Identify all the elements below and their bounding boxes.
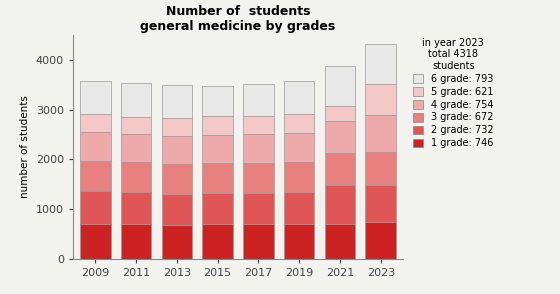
Bar [161, 85, 192, 118]
Y-axis label: number of students: number of students [20, 96, 30, 198]
Bar [121, 192, 151, 224]
Bar [202, 163, 233, 193]
Bar [80, 191, 110, 224]
Bar [121, 134, 151, 162]
Bar [284, 81, 315, 114]
Bar [325, 153, 355, 185]
Bar [202, 116, 233, 135]
Bar [80, 114, 110, 132]
Bar [243, 163, 274, 193]
Bar [243, 134, 274, 163]
Bar [121, 83, 151, 117]
Bar [161, 164, 192, 194]
Bar [284, 192, 315, 224]
Bar [284, 133, 315, 162]
Bar [80, 161, 110, 191]
Bar [284, 114, 315, 133]
Bar [121, 224, 151, 259]
Bar [243, 193, 274, 224]
Bar [202, 193, 233, 224]
Bar [325, 121, 355, 153]
Title: Number of  students
general medicine by grades: Number of students general medicine by g… [141, 5, 335, 33]
Bar [80, 132, 110, 161]
Legend: 6 grade: 793, 5 grade: 621, 4 grade: 754, 3 grade: 672, 2 grade: 732, 1 grade: 7: 6 grade: 793, 5 grade: 621, 4 grade: 754… [412, 36, 496, 150]
Bar [366, 44, 396, 84]
Bar [325, 224, 355, 259]
Bar [80, 224, 110, 259]
Bar [284, 162, 315, 192]
Bar [366, 185, 396, 222]
Bar [366, 84, 396, 115]
Bar [243, 84, 274, 116]
Bar [366, 115, 396, 152]
Bar [161, 118, 192, 136]
Bar [121, 162, 151, 192]
Bar [161, 136, 192, 164]
Bar [202, 224, 233, 259]
Bar [161, 225, 192, 259]
Bar [202, 135, 233, 163]
Bar [325, 66, 355, 106]
Bar [121, 117, 151, 134]
Bar [366, 152, 396, 185]
Bar [284, 224, 315, 259]
Bar [243, 224, 274, 259]
Bar [325, 106, 355, 121]
Bar [202, 86, 233, 116]
Bar [243, 116, 274, 134]
Bar [325, 185, 355, 224]
Bar [80, 81, 110, 114]
Bar [366, 222, 396, 259]
Bar [161, 194, 192, 225]
